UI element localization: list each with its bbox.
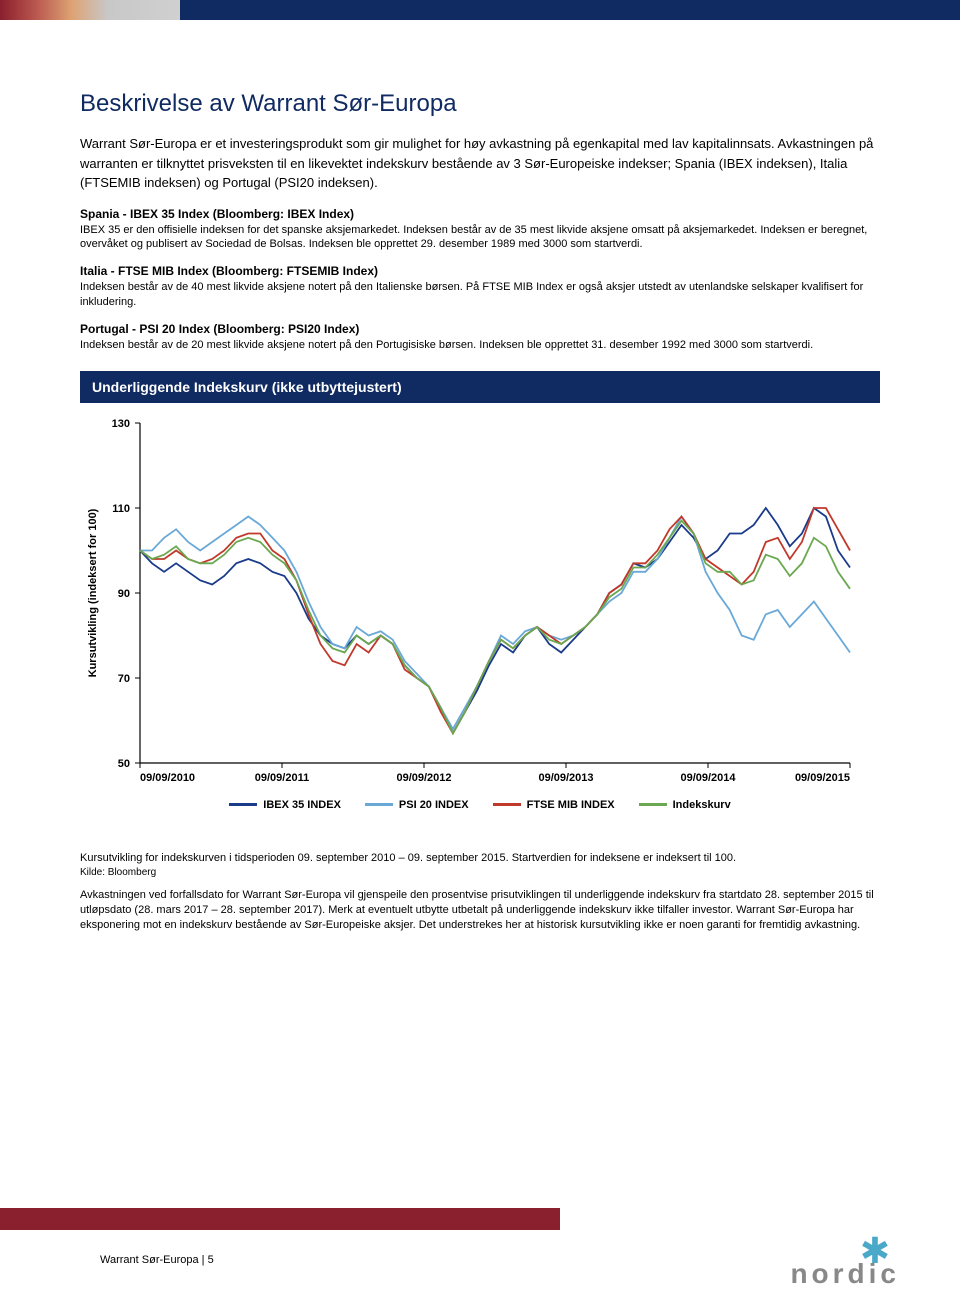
italy-body: Indeksen består av de 40 mest likvide ak… [80, 280, 880, 310]
disclaimer-text: Avkastningen ved forfallsdato for Warran… [80, 888, 880, 933]
header-stripe [0, 0, 960, 20]
svg-text:09/09/2010: 09/09/2010 [140, 772, 195, 784]
svg-text:09/09/2012: 09/09/2012 [396, 772, 451, 784]
legend-item: PSI 20 INDEX [365, 799, 469, 811]
svg-text:09/09/2015: 09/09/2015 [795, 772, 850, 784]
svg-text:90: 90 [118, 588, 130, 600]
legend-label: IBEX 35 INDEX [263, 799, 341, 811]
italy-heading: Italia - FTSE MIB Index (Bloomberg: FTSE… [80, 264, 880, 278]
chart-legend: IBEX 35 INDEX PSI 20 INDEX FTSE MIB INDEX I… [80, 799, 880, 811]
legend-label: FTSE MIB INDEX [527, 799, 615, 811]
svg-text:110: 110 [112, 503, 130, 515]
chart-caption: Kursutvikling for indekskurven i tidsper… [80, 851, 880, 865]
chart-source: Kilde: Bloomberg [80, 867, 880, 878]
header-right-bar [180, 0, 960, 20]
svg-text:70: 70 [118, 673, 130, 685]
spain-body: IBEX 35 er den offisielle indeksen for d… [80, 223, 880, 253]
header-left-gradient [0, 0, 180, 20]
legend-item: FTSE MIB INDEX [493, 799, 615, 811]
legend-label: PSI 20 INDEX [399, 799, 469, 811]
svg-text:Kursutvikling (indeksert for 1: Kursutvikling (indeksert for 100) [87, 508, 99, 677]
portugal-heading: Portugal - PSI 20 Index (Bloomberg: PSI2… [80, 322, 880, 336]
footer-page-label: Warrant Sør-Europa | 5 [100, 1254, 214, 1266]
chart-header: Underliggende Indekskurv (ikke utbytteju… [80, 371, 880, 403]
svg-text:09/09/2011: 09/09/2011 [255, 772, 309, 784]
spain-heading: Spania - IBEX 35 Index (Bloomberg: IBEX … [80, 207, 880, 221]
page-title: Beskrivelse av Warrant Sør-Europa [80, 90, 880, 118]
legend-item: IBEX 35 INDEX [229, 799, 341, 811]
svg-text:09/09/2014: 09/09/2014 [680, 772, 736, 784]
line-chart: 50 70 90 110 130 09/09/2010 09/09/2011 09/09/20… [80, 413, 860, 793]
svg-text:50: 50 [118, 758, 130, 770]
legend-item: Indekskurv [639, 799, 731, 811]
footer-stripe [0, 1208, 560, 1230]
legend-label: Indekskurv [673, 799, 731, 811]
intro-paragraph: Warrant Sør-Europa er et investeringspro… [80, 134, 880, 193]
legend-swatch [229, 803, 257, 806]
svg-text:130: 130 [112, 418, 130, 430]
logo-text: nordic [790, 1258, 900, 1290]
portugal-body: Indeksen består av de 20 mest likvide ak… [80, 338, 880, 353]
legend-swatch [365, 803, 393, 806]
legend-swatch [493, 803, 521, 806]
svg-text:09/09/2013: 09/09/2013 [538, 772, 593, 784]
legend-swatch [639, 803, 667, 806]
